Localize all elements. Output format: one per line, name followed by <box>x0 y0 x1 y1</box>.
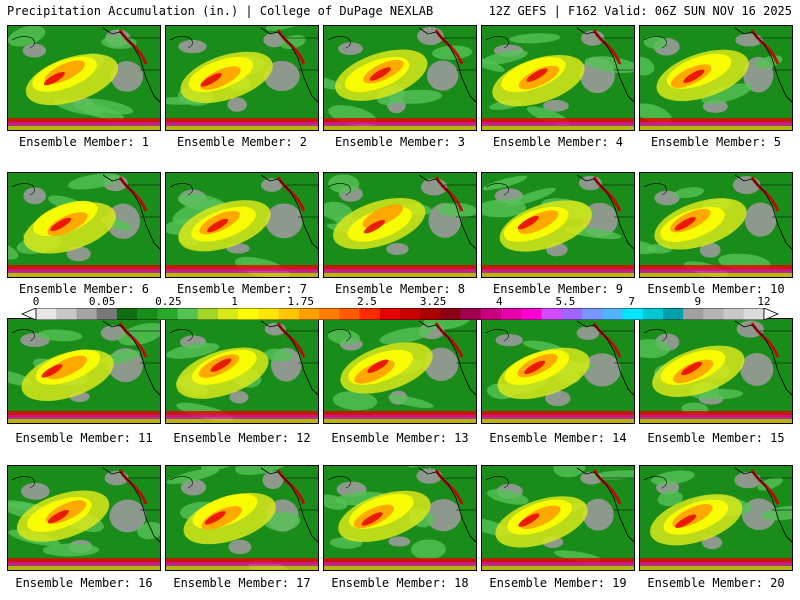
colorbar-swatch <box>298 308 320 320</box>
ensemble-map <box>323 25 477 131</box>
colorbar-swatch <box>359 308 381 320</box>
colorbar-swatch <box>278 308 300 320</box>
colorbar-tick-label: 4 <box>495 295 503 308</box>
colorbar-swatch <box>96 308 118 320</box>
colorbar-tick-label: 1.75 <box>287 295 314 308</box>
run-info: 12Z GEFS | F162 Valid: 06Z SUN NOV 16 20… <box>488 4 792 18</box>
colorbar-swatch <box>137 308 158 320</box>
ensemble-member-label: Ensemble Member: 9 <box>492 282 624 296</box>
ensemble-map <box>323 172 477 278</box>
colorbar-swatch <box>379 308 401 320</box>
colorbar-tick-label: 7 <box>628 295 635 308</box>
colorbar-tick-label: 5.5 <box>555 295 576 308</box>
header: Precipitation Accumulation (in.) | Colle… <box>0 0 800 22</box>
colorbar-min-arrow <box>20 308 37 320</box>
colorbar-swatch <box>460 308 482 320</box>
ensemble-map <box>7 318 161 424</box>
ensemble-map <box>323 465 477 571</box>
chart-title: Precipitation Accumulation (in.) | Colle… <box>7 4 434 18</box>
ensemble-member-label: Ensemble Member: 14 <box>489 431 627 445</box>
colorbar-swatch <box>400 308 421 320</box>
ensemble-map <box>481 172 635 278</box>
ensemble-member-label: Ensemble Member: 11 <box>15 431 153 445</box>
ensemble-member-label: Ensemble Member: 7 <box>176 282 308 296</box>
colorbar-swatch <box>662 308 684 320</box>
colorbar-swatch <box>541 308 563 320</box>
colorbar-tick-label: 0.05 <box>88 295 116 308</box>
colorbar-swatch <box>258 308 280 320</box>
ensemble-member-label: Ensemble Member: 19 <box>489 576 627 590</box>
ensemble-member-label: Ensemble Member: 6 <box>18 282 150 296</box>
ensemble-member-label: Ensemble Member: 17 <box>173 576 311 590</box>
colorbar-tick-label: 9 <box>694 295 702 308</box>
ensemble-map <box>639 465 793 571</box>
ensemble-member-label: Ensemble Member: 12 <box>173 431 311 445</box>
colorbar-swatch <box>440 308 462 320</box>
colorbar-tick-label: 1 <box>231 295 238 308</box>
colorbar-swatch <box>218 308 239 320</box>
ensemble-member-label: Ensemble Member: 13 <box>331 431 469 445</box>
colorbar-swatch <box>561 308 583 320</box>
ensemble-member-label: Ensemble Member: 8 <box>334 282 466 296</box>
colorbar-tick-label: 2.5 <box>356 295 377 308</box>
colorbar-swatch <box>582 308 603 320</box>
colorbar-swatch <box>197 308 219 320</box>
colorbar-swatch <box>36 308 57 320</box>
colorbar-tick-label: 0.25 <box>155 295 182 308</box>
colorbar-max-arrow <box>763 308 780 320</box>
colorbar-swatch <box>683 308 704 320</box>
colorbar-swatch <box>723 308 745 320</box>
colorbar-swatch <box>56 308 77 320</box>
ensemble-map <box>7 465 161 571</box>
ensemble-map <box>165 172 319 278</box>
colorbar-swatch <box>76 308 98 320</box>
ensemble-map <box>165 318 319 424</box>
ensemble-map <box>639 25 793 131</box>
colorbar <box>20 308 780 320</box>
ensemble-member-label: Ensemble Member: 5 <box>650 135 782 149</box>
ensemble-map <box>481 465 635 571</box>
colorbar-swatch <box>238 308 259 320</box>
ensemble-map <box>165 25 319 131</box>
ensemble-map <box>481 318 635 424</box>
ensemble-map <box>323 318 477 424</box>
colorbar-swatch <box>703 308 725 320</box>
ensemble-member-label: Ensemble Member: 4 <box>492 135 624 149</box>
ensemble-member-label: Ensemble Member: 2 <box>176 135 308 149</box>
colorbar-swatch <box>622 308 644 320</box>
colorbar-swatch <box>602 308 623 320</box>
colorbar-swatch <box>743 308 765 320</box>
ensemble-map <box>639 318 793 424</box>
colorbar-swatch <box>642 308 664 320</box>
colorbar-swatch <box>521 308 543 320</box>
colorbar-swatch <box>177 308 199 320</box>
colorbar-swatch <box>420 308 441 320</box>
colorbar-swatch <box>116 308 138 320</box>
colorbar-swatch <box>501 308 522 320</box>
ensemble-member-label: Ensemble Member: 18 <box>331 576 469 590</box>
ensemble-map <box>639 172 793 278</box>
colorbar-swatch <box>480 308 502 320</box>
ensemble-member-label: Ensemble Member: 20 <box>647 576 785 590</box>
ensemble-map <box>7 172 161 278</box>
colorbar-tick-label: 0 <box>32 295 40 308</box>
colorbar-swatch <box>319 308 340 320</box>
ensemble-member-label: Ensemble Member: 16 <box>15 576 153 590</box>
colorbar-tick-label: 3.25 <box>419 295 447 308</box>
colorbar-swatch <box>339 308 361 320</box>
colorbar-swatch <box>157 308 179 320</box>
ensemble-member-label: Ensemble Member: 1 <box>18 135 150 149</box>
ensemble-member-label: Ensemble Member: 15 <box>647 431 785 445</box>
ensemble-map <box>481 25 635 131</box>
ensemble-member-label: Ensemble Member: 10 <box>647 282 785 296</box>
colorbar-labels: 0 0.05 0.25 1 1.75 2.5 3.25 4 5.5 7 9 12 <box>0 296 800 308</box>
colorbar-tick-label: 12 <box>757 295 771 308</box>
ensemble-map <box>165 465 319 571</box>
ensemble-map <box>7 25 161 131</box>
ensemble-member-label: Ensemble Member: 3 <box>334 135 466 149</box>
